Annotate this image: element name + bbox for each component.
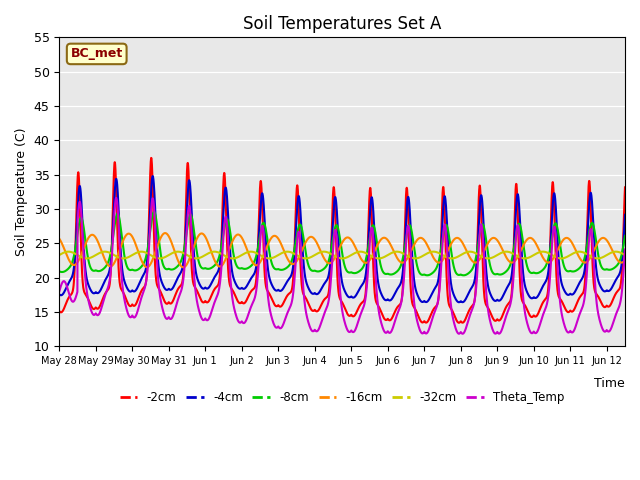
Line: -8cm: -8cm — [60, 212, 625, 276]
Line: -16cm: -16cm — [60, 233, 625, 267]
-4cm — [154, 252, 161, 258]
Line: Theta_Temp: Theta_Temp — [60, 198, 625, 334]
-32cm — [621, 252, 629, 258]
-32cm — [154, 255, 161, 261]
Legend: -2cm, -4cm, -8cm, -16cm, -32cm, Theta_Temp: -2cm, -4cm, -8cm, -16cm, -32cm, Theta_Te… — [115, 386, 570, 408]
Title: Soil Temperatures Set A: Soil Temperatures Set A — [243, 15, 442, 33]
-8cm — [297, 223, 305, 228]
-16cm — [180, 264, 188, 270]
-2cm — [550, 184, 557, 190]
Text: Time: Time — [595, 377, 625, 390]
Theta_Temp — [297, 249, 305, 254]
Theta_Temp — [550, 227, 557, 233]
-32cm — [273, 253, 280, 259]
Theta_Temp — [113, 195, 120, 201]
-16cm — [611, 252, 618, 257]
-2cm — [120, 291, 127, 297]
-2cm — [56, 308, 63, 314]
-16cm — [120, 236, 127, 242]
Theta_Temp — [154, 268, 161, 274]
-2cm — [611, 294, 618, 300]
Theta_Temp — [273, 325, 280, 331]
Theta_Temp — [120, 294, 128, 300]
-4cm — [120, 276, 127, 282]
Theta_Temp — [459, 331, 467, 336]
Y-axis label: Soil Temperature (C): Soil Temperature (C) — [15, 128, 28, 256]
-4cm — [56, 291, 63, 297]
-4cm — [273, 288, 280, 293]
-32cm — [611, 249, 618, 255]
-8cm — [460, 273, 467, 278]
-32cm — [101, 249, 109, 254]
-32cm — [297, 254, 305, 260]
-2cm — [297, 271, 305, 276]
Theta_Temp — [611, 316, 618, 322]
-8cm — [611, 265, 618, 271]
-16cm — [550, 255, 557, 261]
Line: -2cm: -2cm — [60, 158, 625, 323]
-8cm — [56, 268, 63, 274]
-32cm — [120, 255, 128, 261]
-8cm — [150, 209, 158, 215]
-32cm — [302, 255, 310, 261]
-16cm — [161, 230, 169, 236]
-32cm — [550, 253, 557, 259]
Line: -4cm: -4cm — [60, 176, 625, 302]
-8cm — [273, 266, 280, 272]
-4cm — [455, 300, 463, 305]
-16cm — [273, 234, 280, 240]
-8cm — [154, 227, 161, 232]
-16cm — [621, 257, 629, 263]
-2cm — [621, 184, 629, 190]
Theta_Temp — [56, 288, 63, 294]
-4cm — [297, 216, 305, 222]
-2cm — [273, 303, 280, 309]
-4cm — [611, 280, 618, 286]
Text: BC_met: BC_met — [70, 48, 123, 60]
-2cm — [147, 155, 155, 161]
-16cm — [56, 236, 63, 241]
-2cm — [154, 283, 161, 289]
-4cm — [550, 194, 557, 200]
-8cm — [120, 249, 127, 255]
-16cm — [297, 250, 305, 255]
-4cm — [621, 212, 629, 217]
-2cm — [455, 320, 463, 325]
-8cm — [550, 227, 557, 232]
-4cm — [149, 173, 157, 179]
-8cm — [621, 233, 629, 239]
Line: -32cm: -32cm — [60, 252, 625, 258]
-16cm — [154, 243, 161, 249]
Theta_Temp — [621, 247, 629, 252]
-32cm — [56, 252, 63, 258]
